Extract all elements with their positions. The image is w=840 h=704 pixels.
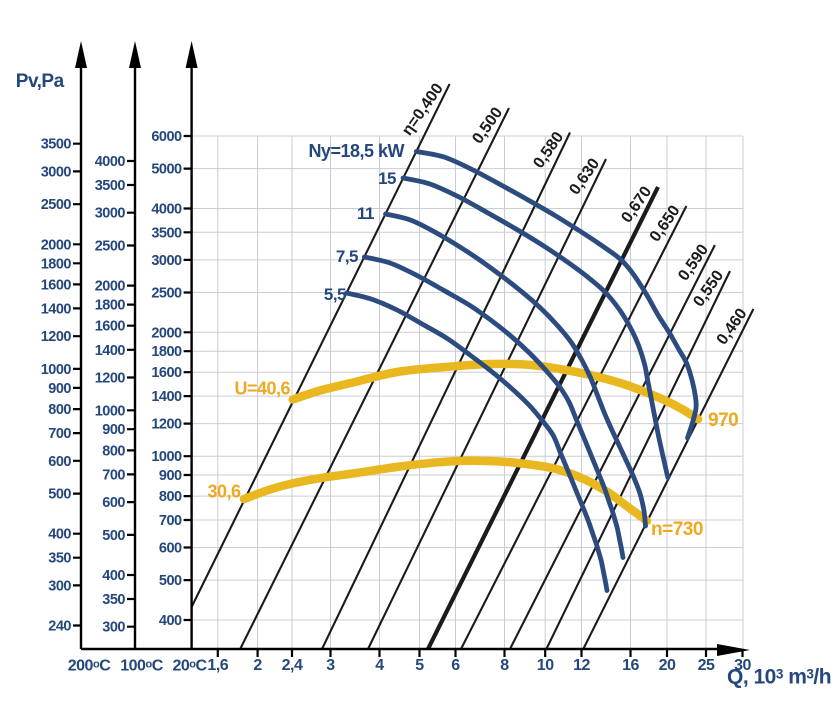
svg-text:U=40,6: U=40,6 — [234, 379, 290, 399]
svg-text:3500: 3500 — [41, 137, 72, 153]
svg-text:300: 300 — [48, 578, 71, 594]
svg-text:n=730: n=730 — [651, 519, 703, 540]
svg-text:1,6: 1,6 — [207, 657, 228, 674]
svg-text:6000: 6000 — [151, 129, 182, 145]
svg-text:Pv,Pa: Pv,Pa — [16, 71, 65, 92]
svg-text:1600: 1600 — [95, 319, 126, 335]
svg-text:800: 800 — [159, 489, 182, 505]
svg-text:1800: 1800 — [41, 256, 72, 272]
svg-text:4000: 4000 — [151, 202, 182, 218]
svg-text:1400: 1400 — [151, 389, 182, 405]
svg-text:350: 350 — [48, 551, 71, 567]
svg-text:25: 25 — [698, 657, 715, 674]
svg-text:1000: 1000 — [41, 362, 72, 378]
svg-text:2500: 2500 — [41, 197, 72, 213]
svg-text:11: 11 — [357, 204, 374, 223]
svg-text:900: 900 — [48, 381, 71, 397]
svg-text:3000: 3000 — [41, 164, 72, 180]
svg-text:1400: 1400 — [41, 301, 72, 317]
svg-text:4: 4 — [375, 657, 384, 674]
svg-text:400: 400 — [159, 613, 182, 629]
svg-text:2500: 2500 — [95, 239, 126, 255]
svg-text:600: 600 — [48, 454, 71, 470]
svg-text:400: 400 — [102, 568, 125, 584]
svg-text:2000: 2000 — [95, 279, 126, 295]
svg-text:970: 970 — [708, 410, 738, 431]
svg-text:1000: 1000 — [95, 403, 126, 419]
svg-text:600: 600 — [102, 495, 125, 511]
svg-text:12: 12 — [573, 657, 590, 674]
svg-text:8: 8 — [500, 657, 509, 674]
svg-text:700: 700 — [48, 426, 71, 442]
svg-text:3500: 3500 — [151, 225, 182, 241]
svg-text:1200: 1200 — [151, 417, 182, 433]
svg-text:7,5: 7,5 — [336, 247, 358, 266]
svg-text:400: 400 — [48, 527, 71, 543]
svg-text:1000: 1000 — [151, 449, 182, 465]
svg-text:900: 900 — [159, 468, 182, 484]
svg-text:1200: 1200 — [41, 329, 72, 345]
svg-text:700: 700 — [159, 513, 182, 529]
svg-text:500: 500 — [48, 487, 71, 503]
svg-text:500: 500 — [102, 528, 125, 544]
svg-text:3500: 3500 — [95, 178, 126, 194]
svg-text:200oC: 200oC — [68, 658, 111, 675]
svg-text:600: 600 — [159, 541, 182, 557]
svg-text:100oC: 100oC — [120, 658, 163, 675]
svg-text:Q, 103 m3/h: Q, 103 m3/h — [727, 666, 831, 689]
svg-text:1600: 1600 — [41, 277, 72, 293]
svg-text:700: 700 — [102, 467, 125, 483]
svg-text:5000: 5000 — [151, 162, 182, 178]
svg-text:2: 2 — [253, 657, 262, 674]
svg-text:2,4: 2,4 — [282, 657, 303, 674]
svg-text:Ny=18,5 kW: Ny=18,5 kW — [308, 141, 404, 161]
svg-text:10: 10 — [537, 657, 554, 674]
svg-text:5,5: 5,5 — [324, 285, 346, 304]
svg-text:3000: 3000 — [95, 206, 126, 222]
svg-text:800: 800 — [102, 443, 125, 459]
svg-text:20: 20 — [659, 657, 676, 674]
svg-text:5: 5 — [415, 657, 424, 674]
svg-text:800: 800 — [48, 402, 71, 418]
svg-text:3000: 3000 — [151, 253, 182, 269]
svg-text:6: 6 — [451, 657, 460, 674]
svg-text:1200: 1200 — [95, 371, 126, 387]
svg-text:500: 500 — [159, 573, 182, 589]
svg-text:30: 30 — [734, 657, 751, 674]
svg-text:1800: 1800 — [151, 344, 182, 360]
svg-text:30,6: 30,6 — [207, 482, 241, 502]
svg-text:2500: 2500 — [151, 286, 182, 302]
svg-text:240: 240 — [48, 619, 71, 635]
svg-text:1400: 1400 — [95, 343, 126, 359]
svg-text:3: 3 — [326, 657, 335, 674]
svg-text:900: 900 — [102, 422, 125, 438]
svg-text:2000: 2000 — [41, 237, 72, 253]
svg-text:2000: 2000 — [151, 325, 182, 341]
svg-text:20oC: 20oC — [172, 658, 207, 675]
svg-text:300: 300 — [102, 620, 125, 636]
svg-text:16: 16 — [622, 657, 639, 674]
svg-text:350: 350 — [102, 592, 125, 608]
svg-text:4000: 4000 — [95, 154, 126, 170]
svg-text:1600: 1600 — [151, 365, 182, 381]
svg-text:1800: 1800 — [95, 298, 126, 314]
svg-text:15: 15 — [378, 169, 396, 188]
